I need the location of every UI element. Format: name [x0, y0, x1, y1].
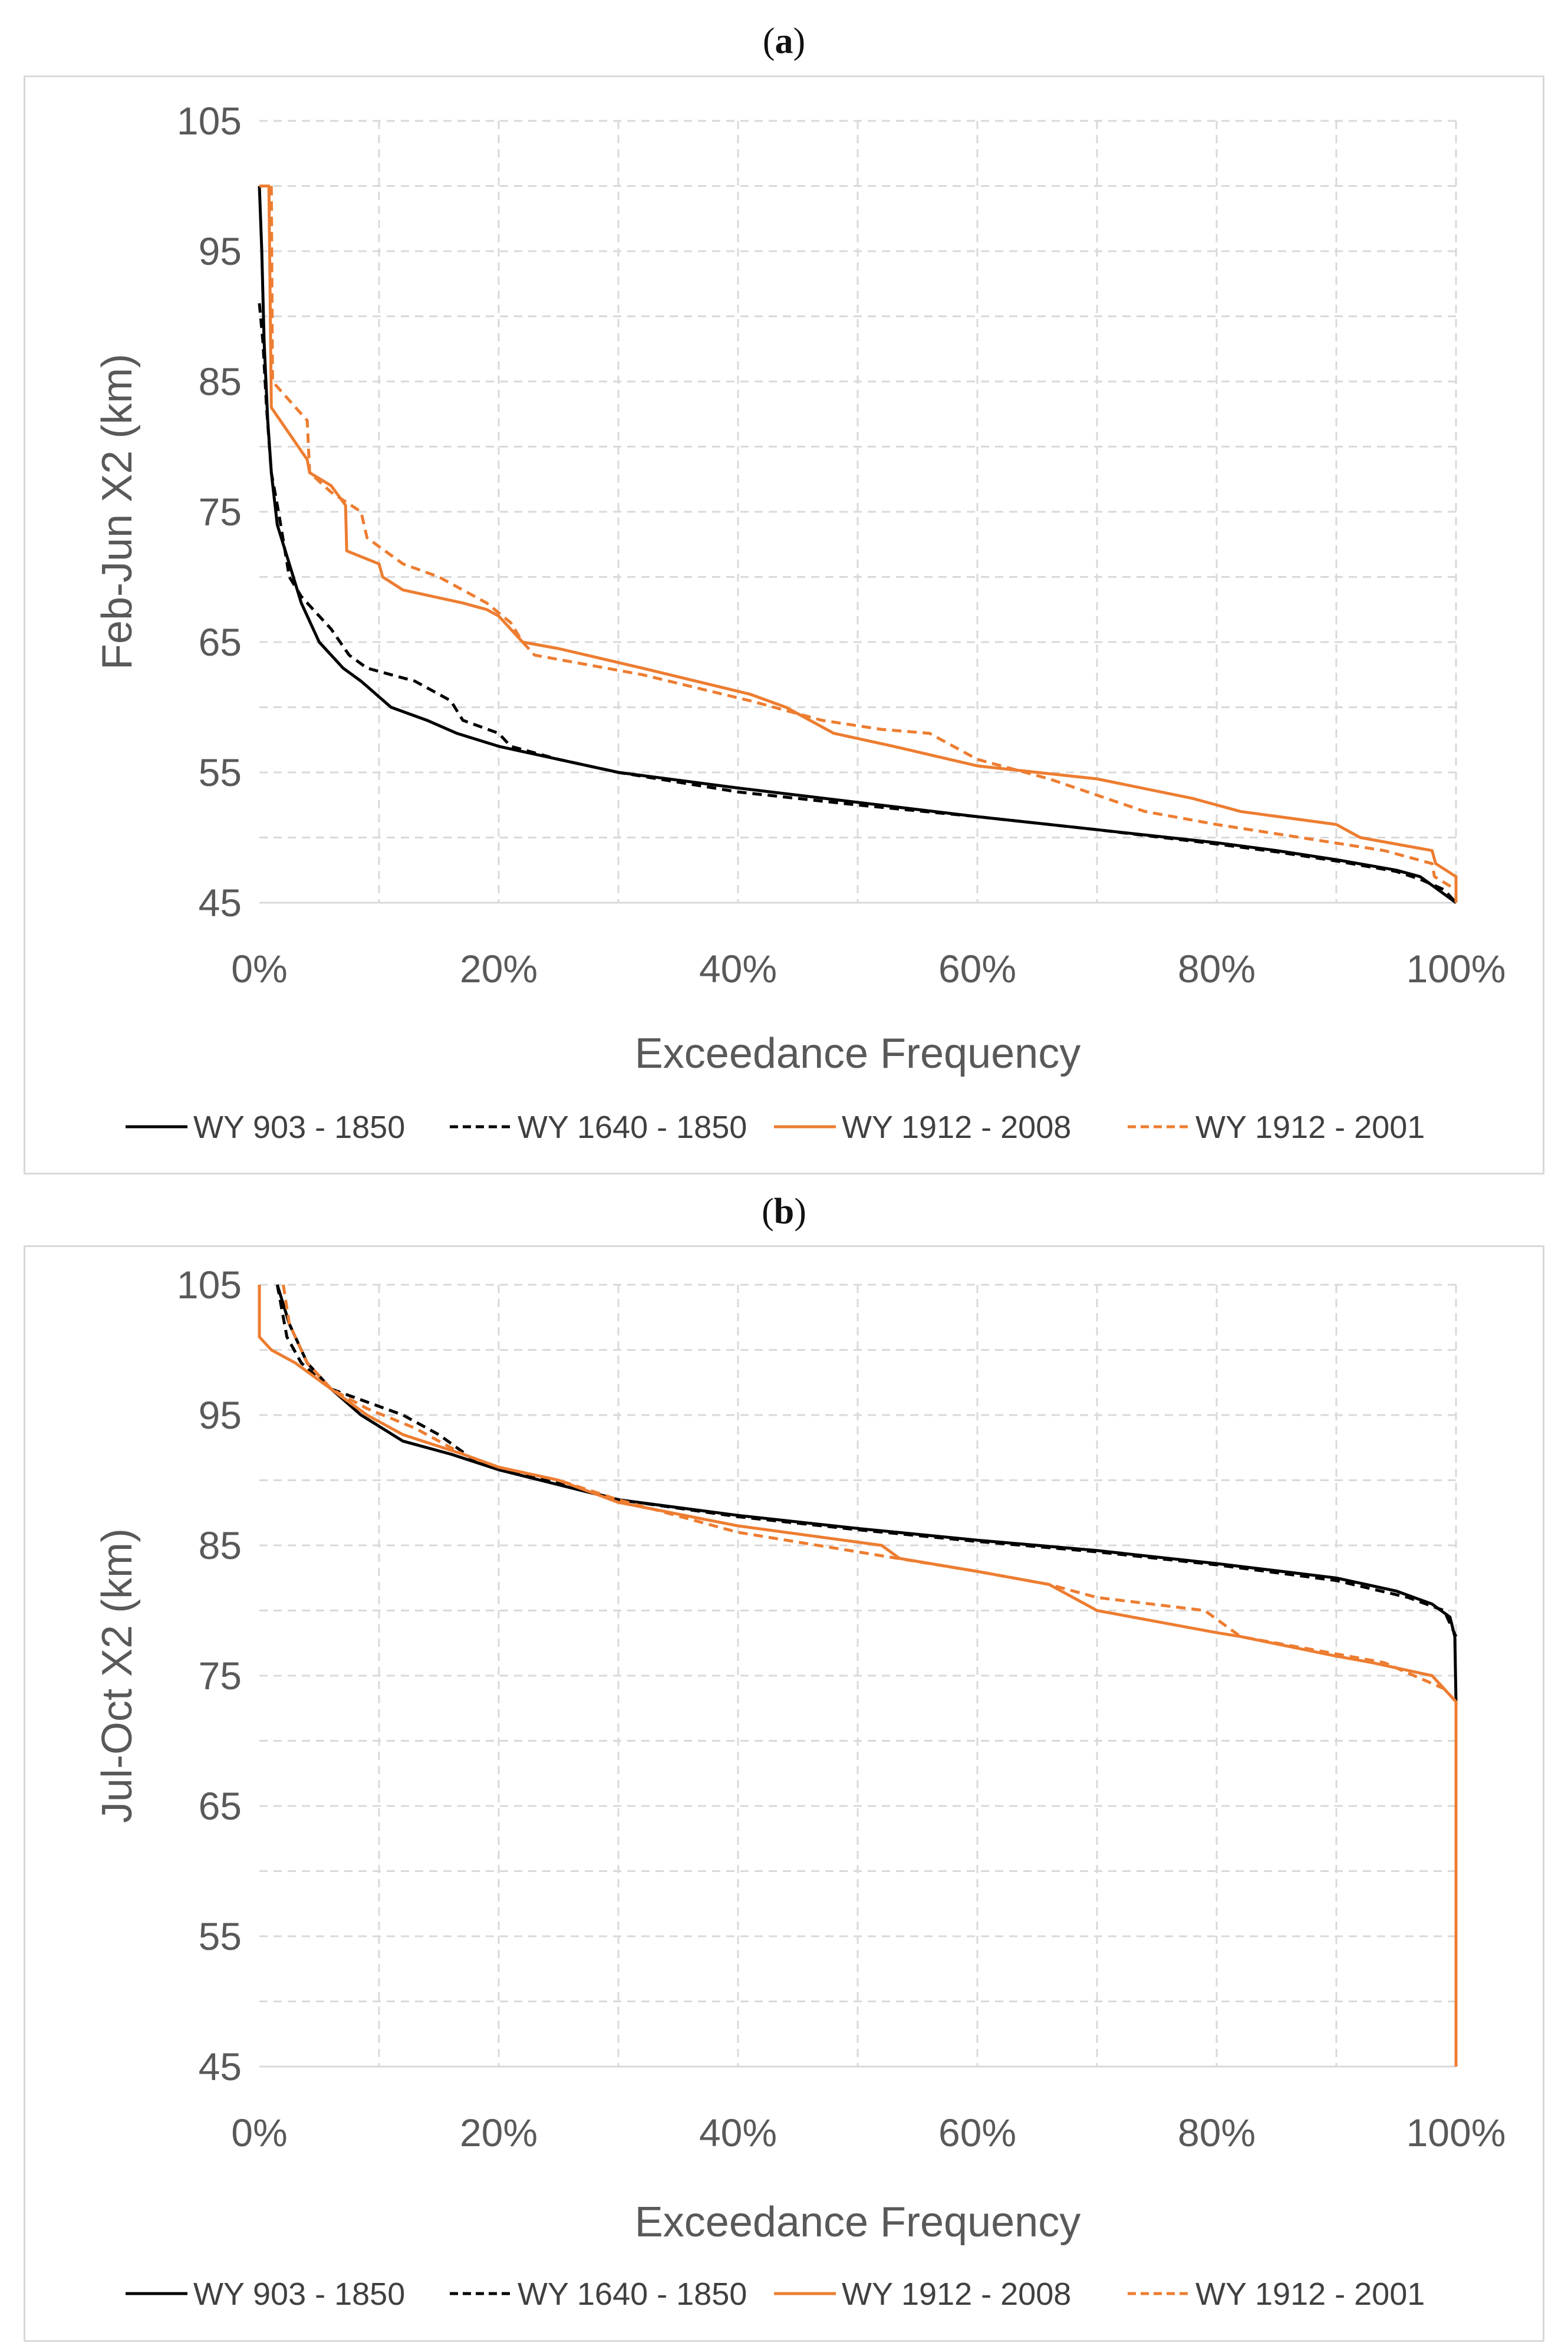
chart-b-x-tick-label: 0% [231, 2111, 287, 2154]
chart-b-legend-label-1: WY 903 - 1850 [193, 2276, 405, 2312]
chart-b-y-axis-title: Jul-Oct X2 (km) [94, 1528, 141, 1823]
chart-b-x-tick-label: 80% [1178, 2111, 1256, 2154]
chart-a-x-tick-label: 80% [1178, 947, 1256, 991]
chart-b-y-tick-label: 95 [199, 1393, 242, 1437]
chart-b-series-4-line [282, 1284, 1457, 1703]
chart-a-svg: 105 95 85 75 65 55 45 0% 20% 40% 60% 80% 100% Exceeda… [94, 99, 1506, 1145]
chart-b-y-tick-label: 105 [177, 1263, 242, 1307]
chart-b-x-tick-label: 60% [938, 2111, 1016, 2154]
chart-a-series-3-line [259, 185, 1458, 903]
panel-b-label-open: ( [762, 1192, 774, 1232]
chart-b-legend-label-4: WY 1912 - 2001 [1195, 2276, 1425, 2312]
chart-a-y-tick-label: 45 [199, 881, 242, 925]
chart-a-legend-label-2: WY 1640 - 1850 [518, 1110, 747, 1145]
panel-b-label: (b) [0, 1191, 1568, 1233]
chart-panel-a: 105 95 85 75 65 55 45 0% 20% 40% 60% 80% 100% Exceeda… [24, 75, 1544, 1174]
chart-a-legend-label-4: WY 1912 - 2001 [1195, 1110, 1425, 1145]
chart-b-svg: 105 95 85 75 65 55 45 0% 20% 40% 60% 80% 100% Exceeda… [94, 1263, 1506, 2312]
chart-a-x-tick-label: 0% [231, 947, 287, 991]
chart-a-legend-label-1: WY 903 - 1850 [193, 1110, 405, 1145]
chart-b-x-tick-label: 20% [460, 2111, 538, 2154]
chart-a-x-tick-label: 100% [1406, 947, 1506, 991]
chart-b-legend-label-3: WY 1912 - 2008 [842, 2276, 1071, 2312]
chart-panel-b: 105 95 85 75 65 55 45 0% 20% 40% 60% 80% 100% Exceeda… [24, 1245, 1544, 2342]
chart-b-series-1-line [276, 1284, 1458, 1702]
chart-a-series-2-line [258, 303, 1457, 904]
chart-b-y-tick-label: 75 [199, 1654, 242, 1697]
chart-a-x-tick-label: 60% [938, 947, 1016, 991]
chart-b-x-axis-title: Exceedance Frequency [635, 2199, 1081, 2246]
chart-a-x-tick-label: 20% [460, 947, 538, 991]
chart-a-y-tick-label: 55 [199, 751, 242, 794]
chart-a-legend-label-3: WY 1912 - 2008 [842, 1110, 1071, 1145]
chart-a-y-tick-label: 85 [199, 360, 242, 403]
chart-b-y-tick-label: 85 [199, 1524, 242, 1567]
chart-b-legend-label-2: WY 1640 - 1850 [518, 2276, 747, 2312]
chart-a-y-tick-label: 65 [199, 620, 242, 664]
panel-b-label-close: ) [794, 1192, 806, 1232]
chart-a-series-4-line [269, 186, 1458, 903]
chart-b-y-tick-label: 55 [199, 1914, 242, 1958]
chart-b-y-tick-label: 45 [199, 2045, 242, 2088]
chart-a-y-tick-label: 75 [199, 490, 242, 534]
panel-a-label-open: ( [762, 21, 775, 61]
panel-b-label-letter: b [773, 1192, 795, 1232]
chart-b-x-tick-label: 100% [1406, 2111, 1506, 2154]
panel-a-label: (a) [0, 21, 1568, 62]
chart-a-x-axis-title: Exceedance Frequency [635, 1030, 1081, 1077]
chart-a-y-axis-title: Feb-Jun X2 (km) [94, 354, 141, 670]
chart-b-y-tick-label: 65 [199, 1784, 242, 1828]
chart-b-series-2-line [275, 1284, 1458, 1637]
panel-a-label-close: ) [793, 21, 806, 61]
chart-a-x-tick-label: 40% [699, 947, 777, 991]
panel-a-label-letter: a [775, 21, 793, 61]
chart-a-y-tick-label: 95 [199, 229, 242, 273]
chart-a-y-tick-label: 105 [177, 99, 242, 143]
chart-b-x-tick-label: 40% [699, 2111, 777, 2154]
